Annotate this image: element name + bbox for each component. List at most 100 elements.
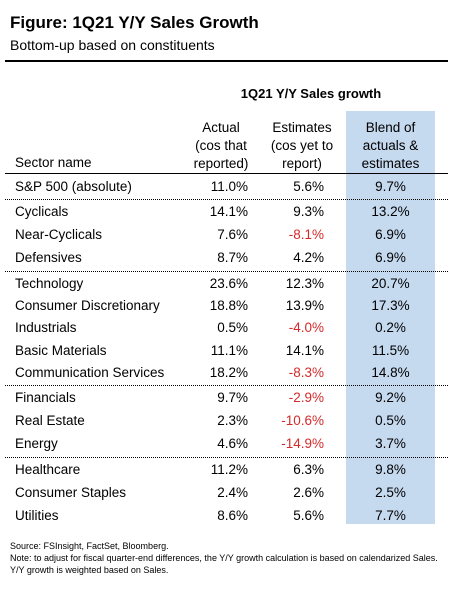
sector-name-cell: Industrials (15, 320, 77, 335)
sector-name-cell: Cyclicals (15, 204, 69, 219)
actual-cell: 11.0% (210, 179, 248, 194)
table-row: Industrials 0.5% -4.0% 0.2% (0, 319, 460, 339)
actual-cell: 7.6% (217, 227, 248, 242)
sector-name-cell: Basic Materials (15, 343, 107, 358)
sector-name-cell: Near-Cyclicals (15, 227, 103, 242)
table-row: Consumer Staples 2.4% 2.6% 2.5% (0, 484, 460, 504)
table-row: Consumer Discretionary 18.8% 13.9% 17.3% (0, 297, 460, 317)
col-header-blend-line2: actuals & (362, 138, 419, 153)
actual-cell: 14.1% (209, 204, 248, 219)
col-header-estimates: Estimates (cos yet to report) (260, 119, 344, 173)
actual-cell: 8.7% (217, 250, 248, 265)
table-row: Technology 23.6% 12.3% 20.7% (0, 275, 460, 295)
table-row: Cyclicals 14.1% 9.3% 13.2% (0, 203, 460, 223)
col-header-actual-line1: Actual (202, 120, 240, 135)
blend-cell: 11.5% (371, 343, 410, 358)
actual-cell: 11.1% (210, 343, 248, 358)
group-separator (5, 199, 448, 200)
table-row: Energy 4.6% -14.9% 3.7% (0, 435, 460, 455)
actual-cell: 2.3% (217, 413, 248, 428)
figure-title: Figure: 1Q21 Y/Y Sales Growth (10, 13, 259, 32)
col-header-sector: Sector name (15, 155, 92, 170)
blend-cell: 0.5% (375, 413, 406, 428)
table-row: Real Estate 2.3% -10.6% 0.5% (0, 412, 460, 432)
header-rule (5, 173, 448, 174)
actual-cell: 18.8% (209, 298, 248, 313)
group-separator (5, 385, 448, 386)
table-row: Financials 9.7% -2.9% 9.2% (0, 389, 460, 409)
group-header: 1Q21 Y/Y Sales growth (240, 86, 382, 101)
estimate-cell: 5.6% (293, 508, 324, 523)
blend-cell: 7.7% (375, 508, 406, 523)
blend-cell: 9.7% (375, 179, 406, 194)
estimate-cell: 13.9% (285, 298, 324, 313)
blend-cell: 6.9% (375, 227, 406, 242)
blend-cell: 9.8% (375, 462, 406, 477)
blend-cell: 9.2% (375, 390, 406, 405)
blend-cell: 0.2% (375, 320, 406, 335)
group-separator (5, 271, 448, 272)
title-rule (5, 60, 448, 62)
col-header-estimates-line3: report) (282, 156, 322, 171)
estimate-cell: -4.0% (288, 320, 324, 335)
blend-cell: 17.3% (371, 298, 410, 313)
actual-cell: 8.6% (217, 508, 248, 523)
col-header-blend-line3: estimates (361, 156, 420, 171)
blend-cell: 2.5% (375, 485, 406, 500)
sector-name-cell: Real Estate (15, 413, 85, 428)
estimate-cell: 14.1% (285, 343, 324, 358)
actual-cell: 4.6% (217, 436, 248, 451)
blend-column-highlight (346, 111, 435, 524)
table-row: S&P 500 (absolute) 11.0% 5.6% 9.7% (0, 178, 460, 198)
estimate-cell: 4.2% (293, 250, 324, 265)
estimate-cell: -8.3% (288, 365, 324, 380)
footnote-source: Source: FSInsight, FactSet, Bloomberg. (10, 541, 169, 551)
sector-name-cell: Utilities (15, 508, 59, 523)
sector-name-cell: Defensives (15, 250, 82, 265)
col-header-actual-line2: (cos that (195, 138, 247, 153)
estimate-cell: -2.9% (288, 390, 324, 405)
actual-cell: 2.4% (217, 485, 248, 500)
col-header-estimates-line2: (cos yet to (270, 138, 334, 153)
blend-cell: 3.7% (375, 436, 406, 451)
actual-cell: 23.6% (209, 276, 248, 291)
col-header-blend-line1: Blend of (365, 120, 416, 135)
sector-name-cell: Consumer Staples (15, 485, 127, 500)
actual-cell: 0.5% (217, 320, 248, 335)
col-header-estimates-line1: Estimates (272, 120, 332, 135)
table-row: Communication Services 18.2% -8.3% 14.8% (0, 364, 460, 384)
estimate-cell: 5.6% (293, 179, 324, 194)
blend-cell: 20.7% (371, 276, 410, 291)
table-row: Near-Cyclicals 7.6% -8.1% 6.9% (0, 226, 460, 246)
table-row: Basic Materials 11.1% 14.1% 11.5% (0, 342, 460, 362)
col-header-actual-line3: reported) (193, 156, 249, 171)
footnote: Source: FSInsight, FactSet, Bloomberg. N… (10, 540, 450, 576)
blend-cell: 14.8% (371, 365, 410, 380)
estimate-cell: 6.3% (293, 462, 324, 477)
table-row: Defensives 8.7% 4.2% 6.9% (0, 249, 460, 269)
estimate-cell: 2.6% (293, 485, 324, 500)
group-separator (5, 457, 448, 458)
sector-name-cell: Consumer Discretionary (15, 298, 160, 313)
sector-name-cell: Communication Services (15, 365, 165, 380)
col-header-actual: Actual (cos that reported) (186, 119, 256, 173)
actual-cell: 11.2% (210, 462, 248, 477)
sector-name-cell: Energy (15, 436, 58, 451)
figure-subtitle: Bottom-up based on constituents (10, 37, 215, 53)
estimate-cell: -14.9% (281, 436, 324, 451)
blend-cell: 13.2% (371, 204, 410, 219)
actual-cell: 9.7% (217, 390, 248, 405)
estimate-cell: 9.3% (293, 204, 324, 219)
sector-name-cell: Financials (15, 390, 76, 405)
estimate-cell: -8.1% (288, 227, 324, 242)
table-row: Healthcare 11.2% 6.3% 9.8% (0, 461, 460, 481)
blend-cell: 6.9% (375, 250, 406, 265)
sector-name-cell: Technology (15, 276, 84, 291)
col-header-blend: Blend of actuals & estimates (346, 119, 435, 173)
estimate-cell: 12.3% (285, 276, 324, 291)
sector-name-cell: S&P 500 (absolute) (15, 179, 132, 194)
actual-cell: 18.2% (209, 365, 248, 380)
estimate-cell: -10.6% (281, 413, 324, 428)
sector-name-cell: Healthcare (15, 462, 81, 477)
table-row: Utilities 8.6% 5.6% 7.7% (0, 507, 460, 527)
